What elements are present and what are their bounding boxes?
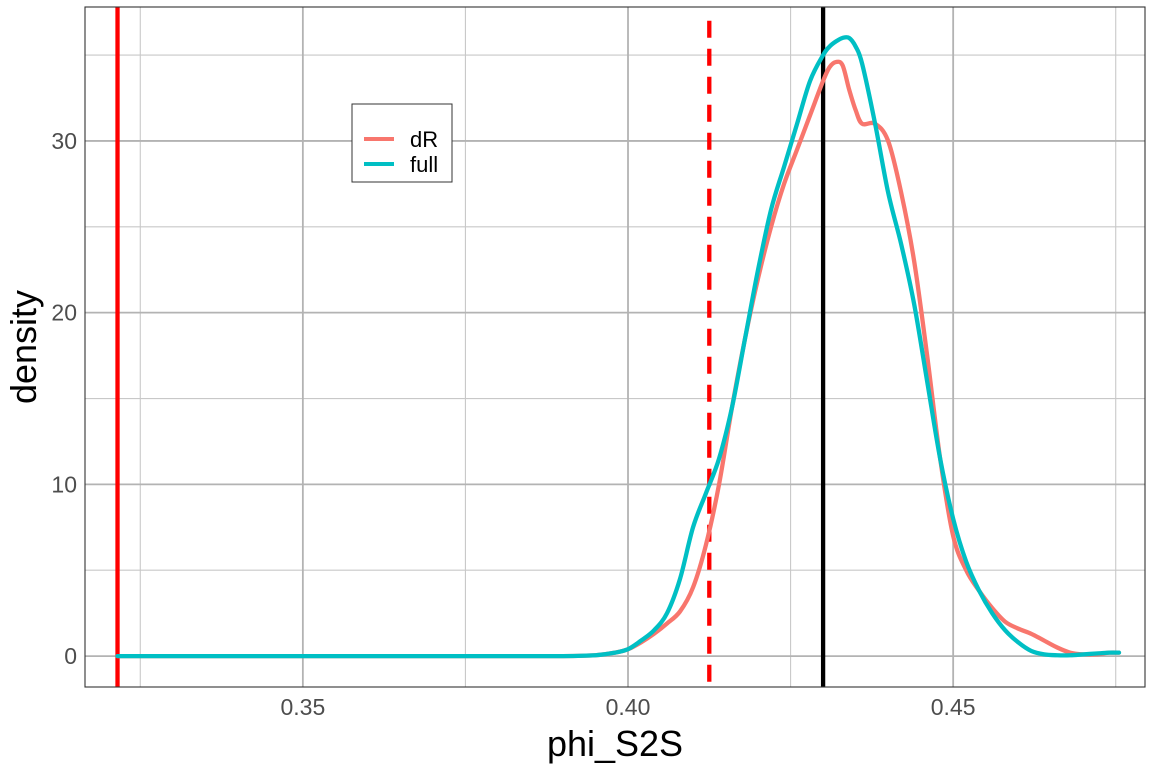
x-tick-labels: 0.35 0.40 0.45 bbox=[280, 694, 975, 720]
x-axis-title: phi_S2S bbox=[547, 723, 683, 764]
y-tick-label: 30 bbox=[51, 128, 77, 154]
reference-lines bbox=[115, 7, 826, 687]
legend-box bbox=[351, 103, 453, 183]
y-tick-labels: 0 10 20 30 bbox=[51, 128, 77, 669]
x-tick-label: 0.45 bbox=[931, 694, 976, 720]
grid-minor bbox=[85, 7, 1145, 687]
panel-border bbox=[84, 6, 1146, 688]
y-axis-title: density bbox=[3, 290, 44, 404]
legend-label-full: full bbox=[410, 152, 438, 177]
series-line-full bbox=[115, 34, 1122, 659]
legend: dR full bbox=[351, 103, 453, 183]
legend-label-dR: dR bbox=[410, 127, 438, 152]
density-series bbox=[115, 34, 1122, 659]
panel-background bbox=[85, 7, 1145, 687]
x-tick-label: 0.40 bbox=[606, 694, 651, 720]
y-tick-label: 0 bbox=[64, 643, 77, 669]
x-tick-label: 0.35 bbox=[280, 694, 325, 720]
y-tick-label: 10 bbox=[51, 471, 77, 497]
y-tick-label: 20 bbox=[51, 300, 77, 326]
